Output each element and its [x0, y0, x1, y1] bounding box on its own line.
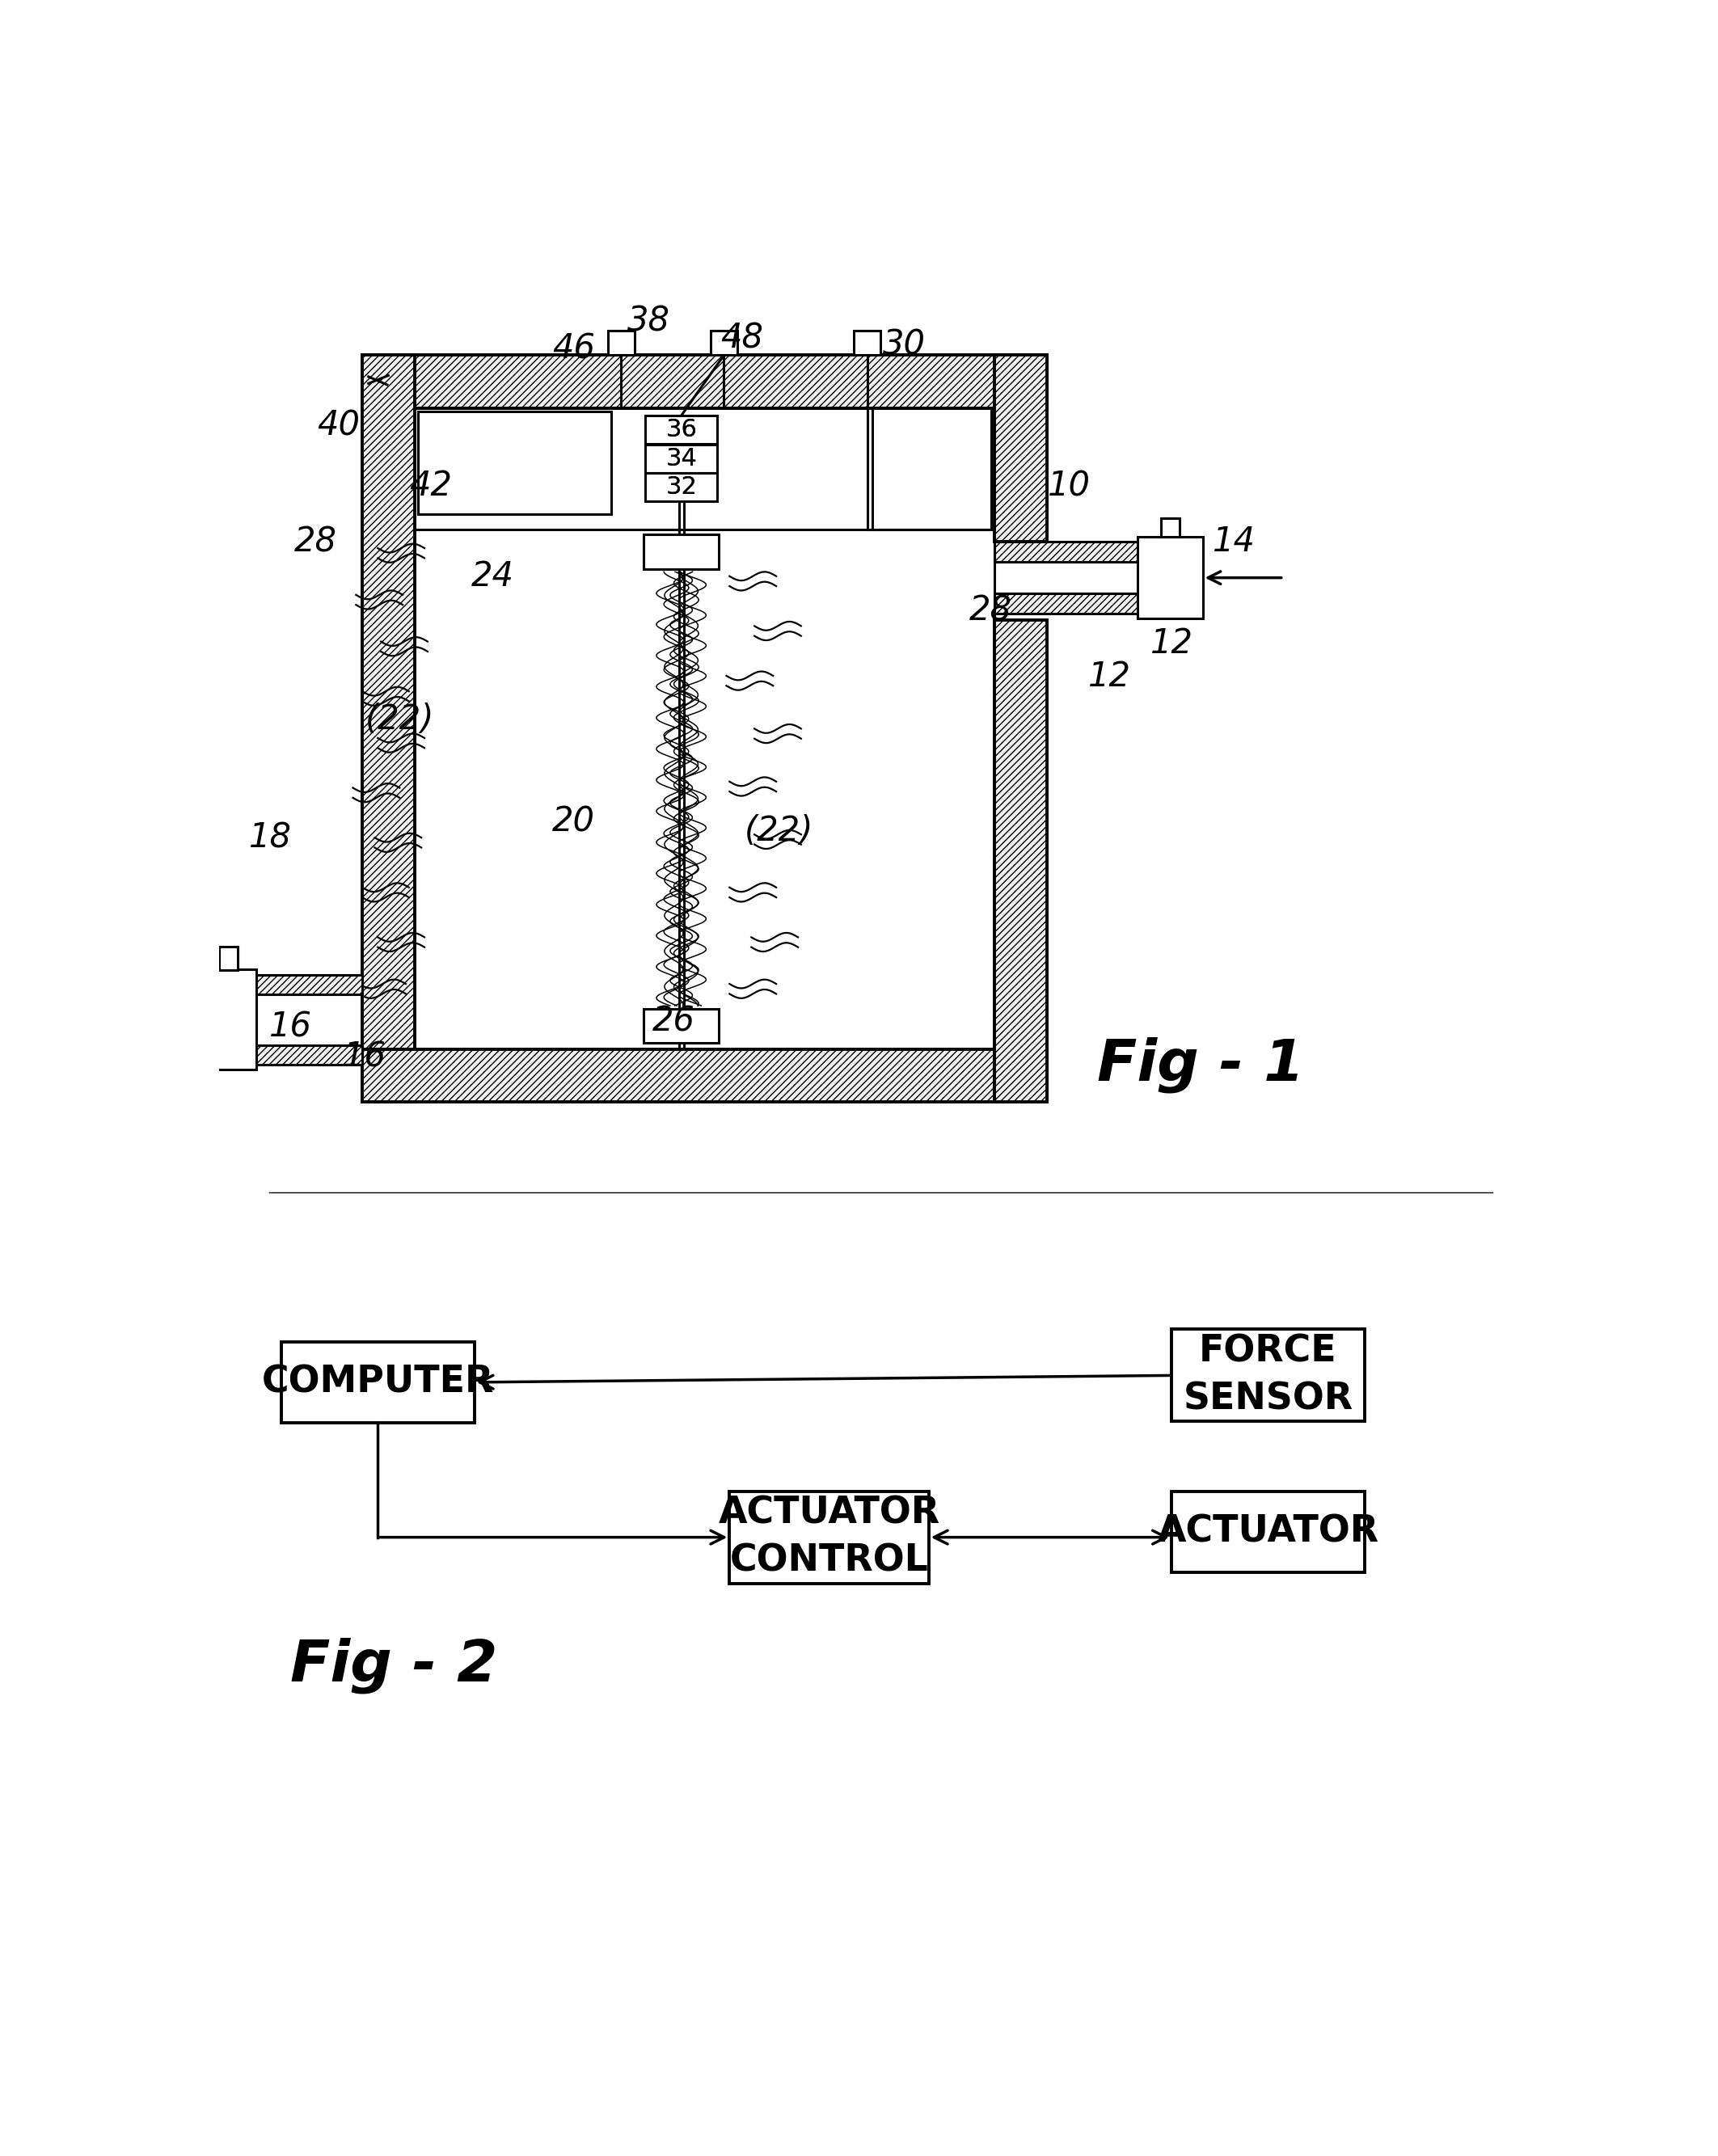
Bar [854, 330, 880, 356]
Bar [1172, 1330, 1364, 1421]
Bar [608, 330, 634, 356]
Bar [730, 1492, 929, 1583]
Bar [362, 1050, 1046, 1102]
Text: 28: 28 [294, 524, 337, 558]
Text: ACTUATOR: ACTUATOR [1158, 1514, 1380, 1550]
Text: 38: 38 [627, 304, 670, 338]
Text: 18: 18 [249, 821, 292, 854]
Bar [646, 444, 716, 472]
Bar [201, 970, 256, 1069]
Text: 20: 20 [553, 804, 596, 839]
Text: 32: 32 [665, 476, 698, 498]
Bar [711, 330, 737, 356]
Text: 16: 16 [344, 1039, 387, 1074]
Bar [644, 535, 718, 569]
Bar [416, 407, 995, 1050]
Text: 34: 34 [665, 446, 698, 470]
Bar [251, 975, 362, 994]
Bar [995, 619, 1046, 1102]
Text: 30: 30 [883, 328, 926, 362]
Text: 12: 12 [1087, 660, 1130, 694]
Text: FORCE
SENSOR: FORCE SENSOR [1184, 1332, 1354, 1416]
Text: Fig - 2: Fig - 2 [290, 1636, 498, 1695]
Text: 26: 26 [653, 1005, 694, 1039]
Text: (22): (22) [364, 703, 435, 737]
Text: Fig - 1: Fig - 1 [1096, 1037, 1304, 1093]
Bar [646, 416, 716, 444]
Bar [282, 1341, 474, 1423]
Text: 36: 36 [665, 418, 698, 442]
Text: 46: 46 [553, 332, 596, 367]
Text: 10: 10 [1048, 470, 1091, 502]
Text: COMPUTER: COMPUTER [261, 1365, 495, 1401]
Text: 12: 12 [1149, 627, 1192, 660]
Text: 34: 34 [665, 446, 698, 470]
Text: 14: 14 [1213, 524, 1256, 558]
Bar [251, 1046, 362, 1065]
Text: 16: 16 [270, 1011, 313, 1044]
Text: 40: 40 [318, 410, 361, 442]
Bar [995, 593, 1137, 614]
Text: 42: 42 [409, 470, 452, 502]
Bar [362, 356, 1046, 407]
Text: 48: 48 [720, 321, 763, 356]
Bar [644, 1009, 718, 1044]
Bar [873, 407, 991, 530]
Text: 28: 28 [969, 593, 1012, 627]
Bar [646, 472, 716, 502]
Bar [995, 541, 1137, 563]
Text: 32: 32 [665, 476, 698, 498]
Text: (22): (22) [746, 815, 814, 847]
Bar [362, 356, 416, 1102]
Bar [995, 356, 1046, 541]
Text: 24: 24 [471, 558, 514, 593]
Text: ACTUATOR
CONTROL: ACTUATOR CONTROL [718, 1496, 940, 1580]
Bar [220, 946, 237, 970]
Bar [1137, 537, 1203, 619]
Bar [1172, 1492, 1364, 1572]
Bar [417, 412, 612, 513]
Bar [1161, 517, 1179, 537]
Text: 36: 36 [665, 418, 698, 442]
